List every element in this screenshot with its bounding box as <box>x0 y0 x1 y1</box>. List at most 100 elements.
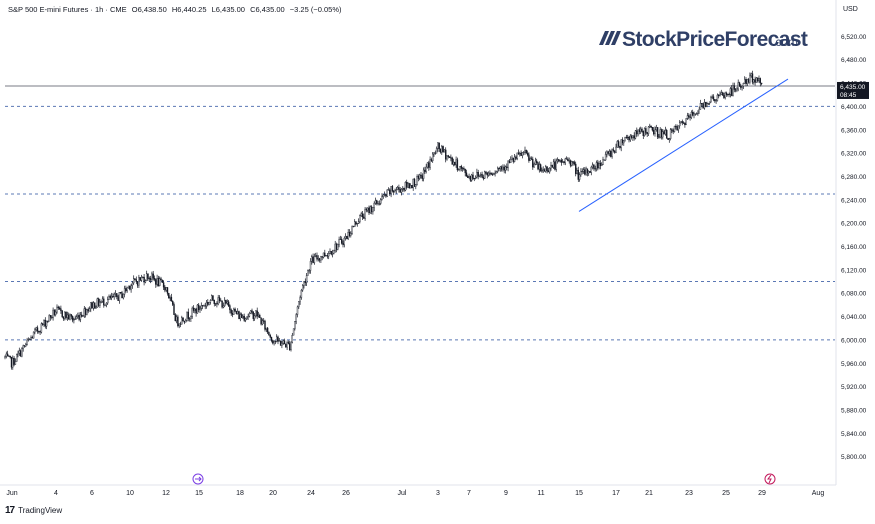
candle-body <box>326 255 329 257</box>
candle-body <box>594 168 596 170</box>
candle-body <box>23 345 26 347</box>
y-tick-label: 5,920.00 <box>841 384 867 391</box>
candle-body <box>733 85 735 90</box>
candle-body <box>550 164 552 169</box>
candle-body <box>510 159 512 163</box>
price-axis[interactable]: 6,520.006,480.006,440.006,400.006,360.00… <box>841 34 867 461</box>
candle-body <box>593 164 595 169</box>
event-marker-earnings-icon[interactable] <box>764 473 776 485</box>
x-tick-label: Jul <box>398 490 407 497</box>
candle-body <box>78 315 80 320</box>
tradingview-label: TradingView <box>18 506 63 515</box>
candle-body <box>744 79 746 84</box>
candle-body <box>442 146 444 153</box>
candle-body <box>251 310 253 313</box>
candle-body <box>651 126 654 131</box>
event-marker-dividend-icon[interactable] <box>192 473 204 485</box>
logo-brand-text: StockPriceForecast <box>622 28 808 51</box>
candle-body <box>110 296 113 299</box>
candle-body <box>283 340 286 345</box>
candle-body <box>175 316 178 322</box>
candle-body <box>227 301 230 306</box>
candle-body <box>380 199 382 204</box>
candle-body <box>368 207 370 214</box>
candle-body <box>359 215 361 222</box>
candle-body <box>174 314 177 322</box>
x-tick-label: 12 <box>162 490 170 497</box>
candle-body <box>482 176 485 179</box>
candle-body <box>266 327 269 333</box>
y-tick-label: 6,000.00 <box>841 337 867 344</box>
candle-body <box>257 314 260 317</box>
candle-body <box>158 278 161 286</box>
candle-body <box>503 166 505 171</box>
candle-body <box>210 295 213 301</box>
candle-body <box>543 169 546 172</box>
candle-body <box>627 137 629 139</box>
candle-body <box>355 221 357 225</box>
x-tick-label: 4 <box>54 490 58 497</box>
x-tick-label: 20 <box>269 490 277 497</box>
candle-body <box>478 174 481 177</box>
candle-body <box>226 301 229 304</box>
candle-body <box>448 156 451 158</box>
candle-body <box>484 171 486 179</box>
candle-body <box>179 323 182 325</box>
candle-body <box>34 329 36 333</box>
candle-body <box>220 300 222 302</box>
candle-body <box>692 112 694 116</box>
y-tick-label: 6,080.00 <box>841 291 867 298</box>
candle-body <box>451 157 453 165</box>
candle-body <box>95 306 97 309</box>
candle-body <box>432 153 434 162</box>
candle-body <box>606 151 608 155</box>
candle-body <box>148 278 151 280</box>
candle-body <box>461 167 464 169</box>
candle-body <box>720 92 722 95</box>
current-price-value: 6,435.00 <box>840 84 866 91</box>
candle-body <box>178 323 180 327</box>
candle-body <box>259 314 261 318</box>
y-tick-label: 6,200.00 <box>841 221 867 228</box>
candle-body <box>716 94 719 101</box>
candle-body <box>677 125 680 131</box>
candle-body <box>234 308 236 312</box>
candle-body <box>274 341 277 343</box>
stockpriceforecast-logo: StockPriceForecast .com <box>599 28 809 51</box>
x-tick-label: 24 <box>307 490 315 497</box>
candle-body <box>300 289 303 298</box>
candle-body <box>595 162 598 169</box>
candle-body <box>590 166 592 173</box>
candle-body <box>286 342 288 348</box>
candle-body <box>197 304 200 311</box>
candle-body <box>103 298 105 306</box>
candle-body <box>656 127 659 138</box>
candle-body <box>80 314 83 317</box>
candle-body <box>233 308 235 315</box>
candle-body <box>541 170 543 172</box>
tradingview-branding[interactable]: 17 TradingView <box>5 505 62 516</box>
x-tick-label: 11 <box>537 490 544 497</box>
candle-body <box>578 174 581 180</box>
candle-body <box>370 206 373 213</box>
candle-body <box>447 155 449 157</box>
candle-body <box>360 213 362 216</box>
time-axis[interactable]: Jun 4 6 10 12 15 18 20 24 26 Jul 3 7 9 11 15 17 21 23 25 29 A… <box>6 490 824 497</box>
tradingview-logo-icon: 17 <box>5 505 15 516</box>
candle-body <box>402 187 404 190</box>
y-tick-label: 5,960.00 <box>841 361 867 368</box>
candle-body <box>549 167 551 173</box>
candle-body <box>642 131 644 136</box>
candle-body <box>43 320 45 325</box>
candle-body <box>664 130 667 135</box>
trendline[interactable] <box>578 78 789 212</box>
candle-body <box>31 336 33 339</box>
candle-body <box>494 172 496 175</box>
candle-body <box>287 342 290 344</box>
candle-body <box>671 129 673 131</box>
candle-body <box>140 277 143 281</box>
candle-body <box>209 300 212 303</box>
